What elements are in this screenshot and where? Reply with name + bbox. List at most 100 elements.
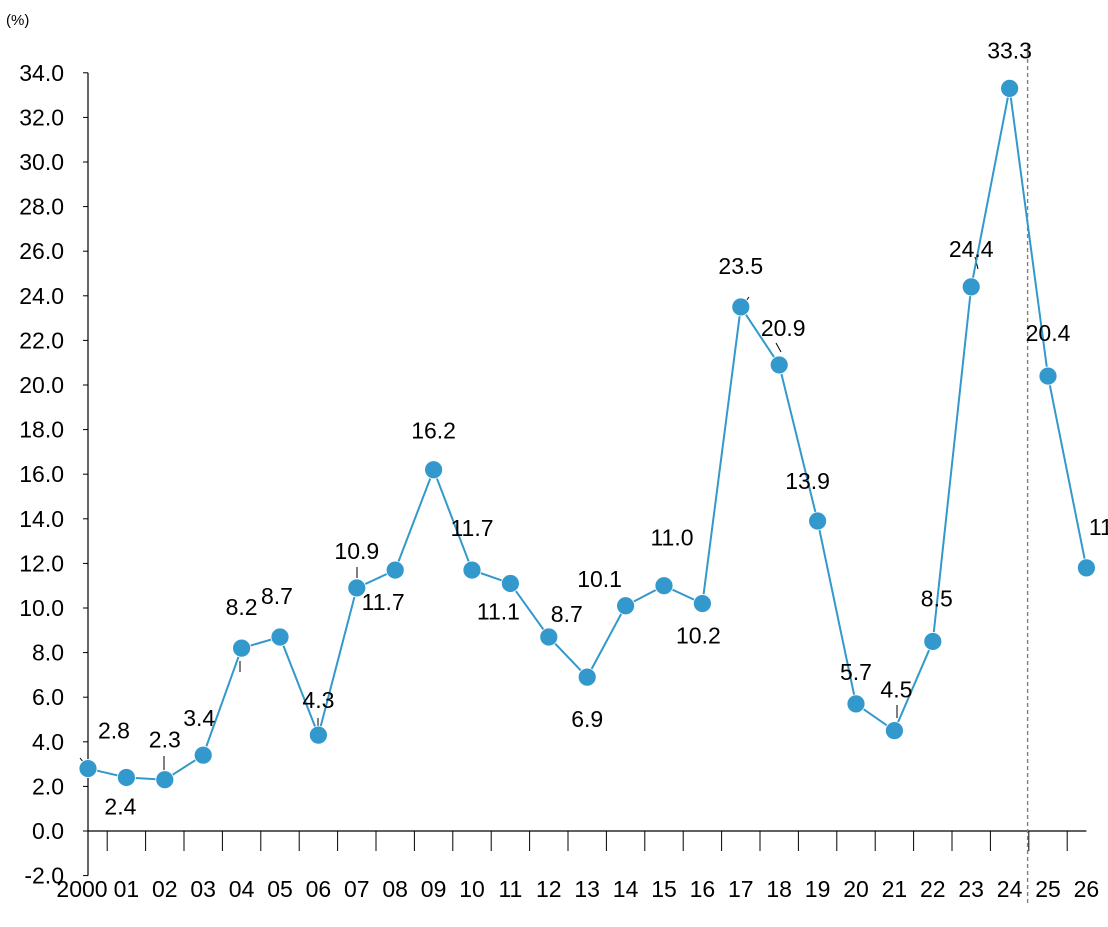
y-tick-label: 18.0	[19, 417, 64, 443]
data-label: 10.1	[577, 566, 622, 592]
data-label: 20.4	[1026, 320, 1071, 346]
x-tick-label: 12	[536, 876, 562, 902]
data-label: 8.7	[261, 583, 293, 609]
x-tick-label: 02	[152, 876, 178, 902]
x-tick-label: 07	[344, 876, 370, 902]
x-tick-label: 21	[882, 876, 908, 902]
y-tick-label: 22.0	[19, 327, 64, 353]
x-tick-label: 08	[382, 876, 408, 902]
data-point	[1077, 558, 1096, 578]
data-label: 11.7	[450, 515, 493, 541]
x-tick-label: 11	[498, 876, 522, 902]
data-label: 16.2	[411, 418, 456, 444]
data-label: 11.1	[477, 598, 520, 624]
data-label: 2.3	[149, 727, 181, 753]
data-label: 24.4	[949, 236, 994, 262]
label-leader-lines	[79, 256, 979, 770]
data-label: 6.9	[571, 706, 603, 732]
data-point	[731, 297, 751, 317]
y-tick-label: 4.0	[32, 729, 64, 755]
data-point	[78, 759, 98, 778]
y-tick-label: 8.0	[32, 640, 64, 666]
y-tick-label: 0.0	[32, 818, 64, 844]
data-point	[500, 574, 520, 593]
data-label: 13.9	[785, 468, 830, 494]
data-label: 11.7	[362, 589, 405, 615]
data-point	[462, 560, 482, 580]
x-tick-label: 04	[229, 876, 255, 902]
x-tick-label: 13	[574, 876, 600, 902]
data-point	[308, 725, 328, 745]
x-tick-label: 05	[267, 876, 293, 902]
data-label: 2.8	[98, 718, 130, 744]
y-tick-label: 28.0	[19, 194, 64, 220]
data-point	[1000, 79, 1019, 98]
x-tick-label: 24	[997, 876, 1023, 902]
y-axis: -2.0 0.0 2.0 4.0 6.0 8.0 10.0 12.0 14.0 16.0 18.0 2…	[19, 60, 89, 889]
y-tick-label: 20.0	[19, 372, 64, 398]
data-label: 23.5	[718, 253, 763, 279]
data-label: 8.5	[921, 585, 953, 611]
y-tick-label: 14.0	[19, 506, 64, 532]
x-tick-label: 18	[766, 876, 792, 902]
data-label: 2.4	[104, 793, 136, 819]
data-point	[693, 594, 712, 613]
x-tick-label: 17	[728, 876, 754, 902]
x-tick-label: 20	[843, 876, 869, 902]
data-point	[923, 632, 943, 651]
data-label: 20.9	[761, 315, 806, 341]
data-point	[654, 576, 674, 596]
x-tick-label: 23	[958, 876, 984, 902]
data-labels: 2.82.42.33.48.2 8.74.310.911.716.211.711.…	[98, 37, 1108, 819]
y-tick-label: 32.0	[19, 104, 64, 130]
y-tick-label: 2.0	[32, 773, 64, 799]
y-unit-label: (%)	[6, 12, 29, 29]
data-label: 4.3	[302, 687, 334, 713]
data-label: 10.2	[676, 623, 721, 649]
data-point	[270, 627, 290, 647]
x-tick-label: 16	[690, 876, 716, 902]
data-label: 5.7	[840, 659, 872, 685]
data-point	[885, 721, 904, 741]
x-tick-label: 14	[613, 876, 639, 902]
x-tick-label: 10	[459, 876, 485, 902]
data-point	[155, 770, 175, 790]
data-point	[808, 511, 827, 531]
y-tick-label: 10.0	[19, 595, 64, 621]
label-leader-line	[775, 342, 782, 353]
data-label: 8.2	[226, 594, 258, 620]
data-point	[577, 667, 597, 687]
data-label: 11.0	[650, 525, 693, 551]
y-tick-label: 34.0	[19, 60, 64, 86]
data-label: 8.7	[551, 601, 583, 627]
x-tick-label: 22	[920, 876, 946, 902]
x-tick-label: 01	[114, 876, 140, 902]
data-label: 4.5	[880, 677, 912, 703]
data-point	[347, 578, 367, 598]
data-label: 11.8	[1089, 514, 1108, 540]
y-tick-label: 16.0	[19, 461, 64, 487]
x-tick-label: 15	[651, 876, 677, 902]
y-tick-label: 6.0	[32, 684, 64, 710]
x-tick-label: 06	[306, 876, 332, 902]
y-tick-label: -2.0	[24, 863, 64, 889]
data-point	[539, 627, 559, 647]
data-point	[846, 694, 866, 714]
data-label: 10.9	[334, 538, 379, 564]
data-point	[385, 560, 405, 580]
x-tick-label: 19	[805, 876, 831, 902]
data-point	[117, 768, 136, 787]
data-point	[769, 355, 789, 375]
data-point	[232, 638, 252, 658]
x-axis: 2000 01 02 03 04 05 06 07 08 09 10 11 12 13 14 15 16 17 18…	[56, 830, 1100, 902]
y-tick-label: 12.0	[19, 550, 64, 576]
data-point	[193, 745, 213, 765]
data-point	[616, 596, 635, 616]
data-point	[1038, 366, 1058, 386]
y-tick-label: 30.0	[19, 149, 64, 175]
y-tick-label: 26.0	[19, 238, 64, 264]
x-tick-label: 03	[190, 876, 216, 902]
x-tick-label: 26	[1074, 876, 1100, 902]
x-tick-label: 25	[1035, 876, 1061, 902]
